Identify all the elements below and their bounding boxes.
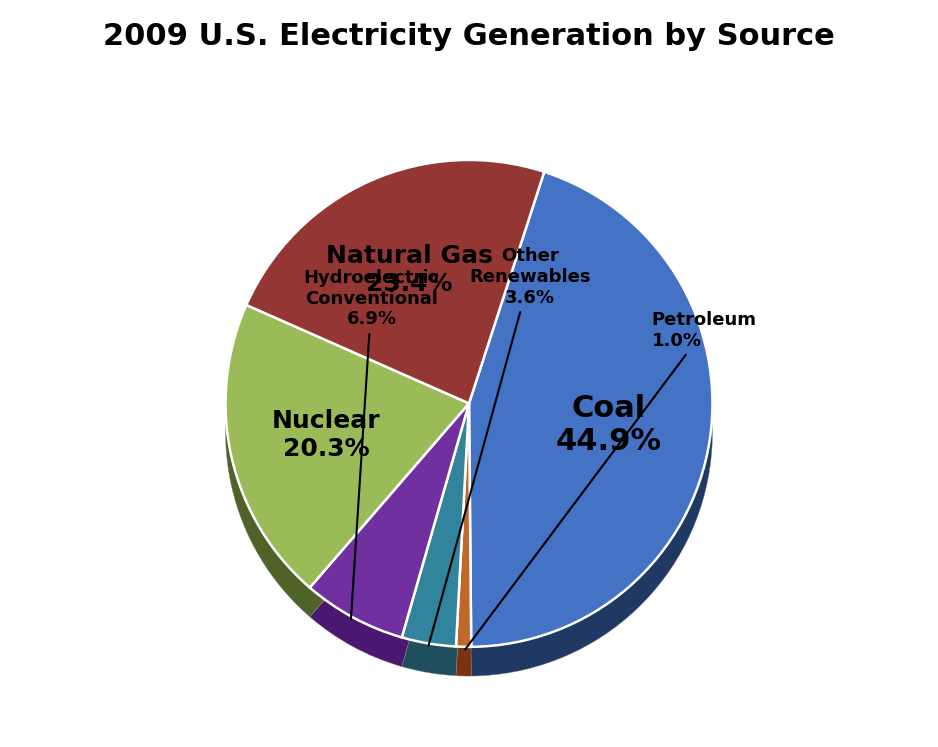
Wedge shape [225, 334, 469, 617]
Wedge shape [469, 172, 713, 647]
Text: Petroleum
1.0%: Petroleum 1.0% [465, 311, 757, 649]
Text: Nuclear
20.3%: Nuclear 20.3% [272, 409, 381, 462]
Wedge shape [401, 403, 469, 646]
Text: Natural Gas
23.4%: Natural Gas 23.4% [326, 244, 492, 296]
Wedge shape [310, 403, 469, 637]
Wedge shape [247, 160, 544, 403]
Text: Hydroelectric
Conventional
6.9%: Hydroelectric Conventional 6.9% [304, 269, 440, 619]
Text: Other
Renewables
3.6%: Other Renewables 3.6% [429, 247, 591, 645]
Wedge shape [469, 201, 713, 676]
Wedge shape [247, 189, 544, 433]
Wedge shape [401, 433, 469, 676]
Wedge shape [456, 403, 471, 647]
Wedge shape [456, 433, 471, 676]
Text: Coal
44.9%: Coal 44.9% [555, 394, 661, 456]
Text: 2009 U.S. Electricity Generation by Source: 2009 U.S. Electricity Generation by Sour… [103, 22, 835, 52]
Wedge shape [310, 433, 469, 666]
Wedge shape [225, 305, 469, 588]
